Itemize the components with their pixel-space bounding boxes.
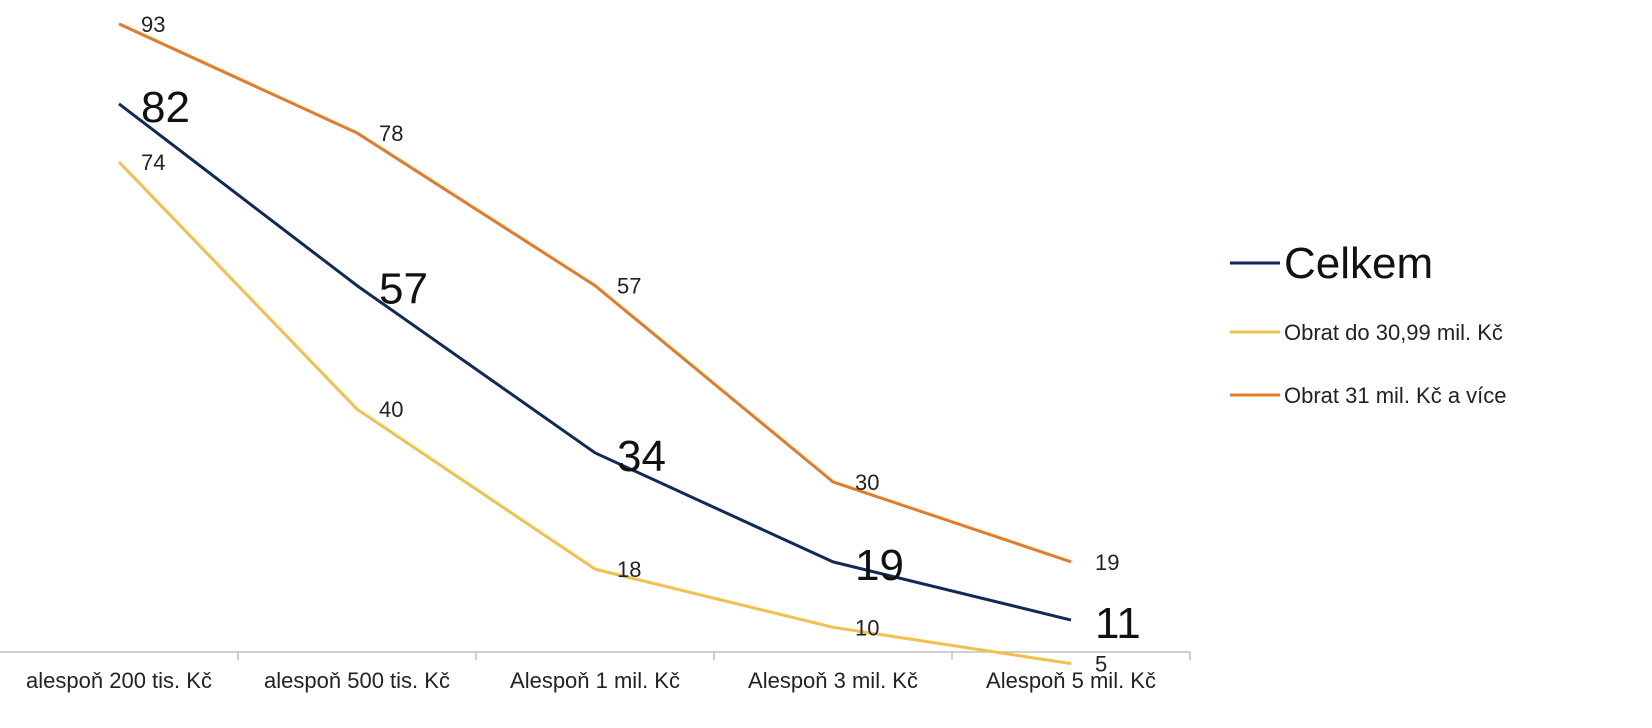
data-label-2-4: 19	[1095, 550, 1119, 575]
x-tick-label: Alespoň 1 mil. Kč	[510, 668, 680, 693]
data-label-2-3: 30	[855, 470, 879, 495]
data-label-0-2: 34	[617, 432, 666, 481]
legend: Celkem Obrat do 30,99 mil. Kč Obrat 31 mil…	[1230, 239, 1507, 408]
data-label-2-0: 93	[141, 12, 165, 37]
x-tick-label: alespoň 500 tis. Kč	[264, 668, 450, 693]
x-axis: alespoň 200 tis. Kč alespoň 500 tis. Kč Al…	[0, 651, 1191, 693]
data-label-2-2: 57	[617, 274, 641, 299]
data-label-0-3: 19	[855, 541, 904, 590]
data-label-1-3: 10	[855, 615, 879, 640]
data-label-1-2: 18	[617, 557, 641, 582]
x-tick-label: alespoň 200 tis. Kč	[26, 668, 212, 693]
x-tick-label: Alespoň 3 mil. Kč	[748, 668, 918, 693]
data-label-0-1: 57	[379, 265, 428, 314]
legend-entry-1: Obrat do 30,99 mil. Kč	[1284, 320, 1503, 345]
data-label-2-1: 78	[379, 121, 403, 146]
data-label-1-0: 74	[141, 150, 165, 175]
series-line-0	[118, 102, 1072, 622]
data-label-0-4: 11	[1095, 599, 1141, 648]
data-label-0-0: 82	[141, 83, 190, 132]
data-label-1-1: 40	[379, 397, 403, 422]
series-line-1	[117, 160, 1072, 666]
data-label-1-4: 5	[1095, 652, 1107, 677]
data-labels-layer: 82 57 34 19 11 74 40 18 10 5 93 78 57 30 19	[141, 12, 1141, 677]
x-tick-label: Alespoň 5 mil. Kč	[986, 668, 1156, 693]
series-layer	[117, 22, 1072, 666]
legend-entry-0: Celkem	[1284, 239, 1433, 288]
legend-entry-2: Obrat 31 mil. Kč a více	[1284, 383, 1507, 408]
series-line-2	[118, 22, 1072, 564]
